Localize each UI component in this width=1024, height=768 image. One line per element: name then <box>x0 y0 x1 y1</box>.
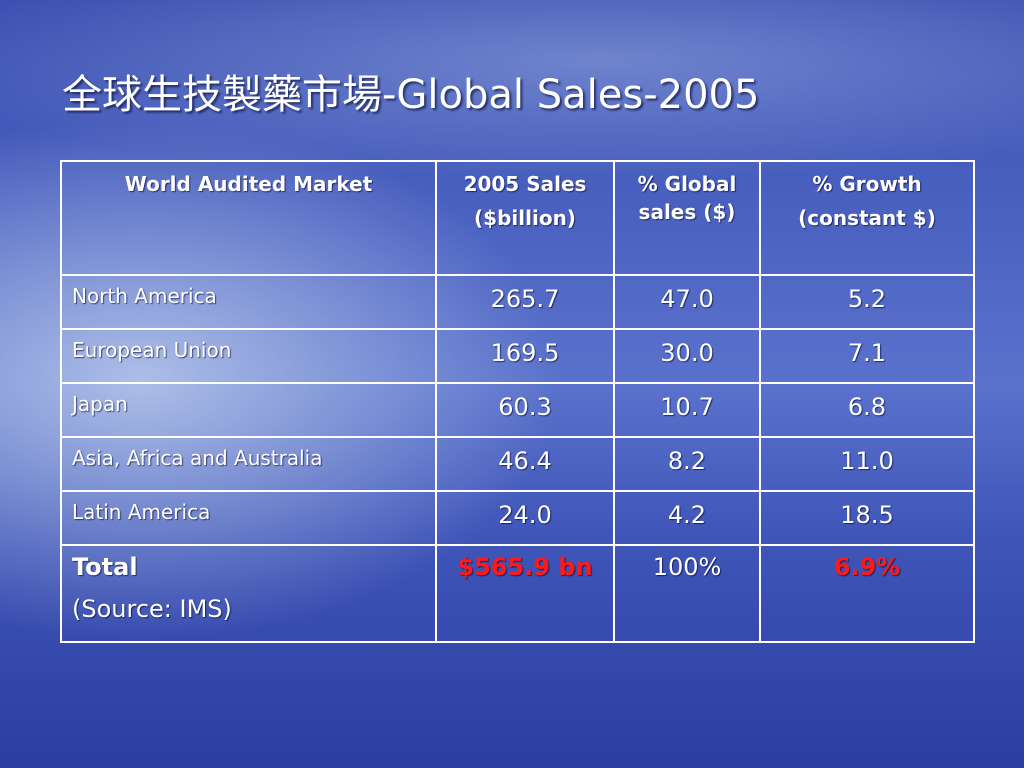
cell-line: Total <box>72 553 138 581</box>
region-name: Asia, Africa and Australia <box>60 436 437 492</box>
value-cell: 30.0 <box>613 328 761 384</box>
value-cell: 7.1 <box>759 328 975 384</box>
total-row: Total (Source: IMS) $565.9 bn 100% 6.9% <box>60 544 975 643</box>
value-cell: 4.2 <box>613 490 761 546</box>
data-row: Asia, Africa and Australia 46.4 8.2 11.0 <box>60 436 975 492</box>
cell-line: ($billion) <box>474 206 576 230</box>
slide-title: 全球生技製藥市場-Global Sales-2005 <box>62 72 760 118</box>
region-name: European Union <box>60 328 437 384</box>
value-cell: 169.5 <box>435 328 615 384</box>
cell-line: % Global sales ($) <box>637 172 737 224</box>
value-cell: 46.4 <box>435 436 615 492</box>
header-row: World Audited Market 2005 Sales ($billion)… <box>60 160 975 276</box>
region-name: North America <box>60 274 437 330</box>
data-row: Japan 60.3 10.7 6.8 <box>60 382 975 438</box>
data-row: North America 265.7 47.0 5.2 <box>60 274 975 330</box>
value-cell: 8.2 <box>613 436 761 492</box>
total-value: 100% <box>613 544 761 643</box>
cell-line: 2005 Sales <box>463 172 587 196</box>
total-value: 6.9% <box>759 544 975 643</box>
region-name: Latin America <box>60 490 437 546</box>
value-cell: 265.7 <box>435 274 615 330</box>
total-value: $565.9 bn <box>435 544 615 643</box>
total-label: Total (Source: IMS) <box>60 544 437 643</box>
data-row: European Union 169.5 30.0 7.1 <box>60 328 975 384</box>
header-cell: World Audited Market <box>60 160 437 276</box>
value-cell: 47.0 <box>613 274 761 330</box>
value-cell: 18.5 <box>759 490 975 546</box>
value-cell: 6.8 <box>759 382 975 438</box>
cell-line: World Audited Market <box>124 172 373 196</box>
cell-line: (constant $) <box>798 206 936 230</box>
value-cell: 24.0 <box>435 490 615 546</box>
region-name: Japan <box>60 382 437 438</box>
value-cell: 11.0 <box>759 436 975 492</box>
value-cell: 5.2 <box>759 274 975 330</box>
cell-line: (Source: IMS) <box>72 595 232 623</box>
header-cell: % Growth (constant $) <box>759 160 975 276</box>
value-cell: 60.3 <box>435 382 615 438</box>
value-cell: 10.7 <box>613 382 761 438</box>
cell-line: % Growth <box>812 172 922 196</box>
header-cell: 2005 Sales ($billion) <box>435 160 615 276</box>
header-cell: % Global sales ($) <box>613 160 761 276</box>
data-row: Latin America 24.0 4.2 18.5 <box>60 490 975 546</box>
sales-table: World Audited Market 2005 Sales ($billion)… <box>60 160 975 643</box>
